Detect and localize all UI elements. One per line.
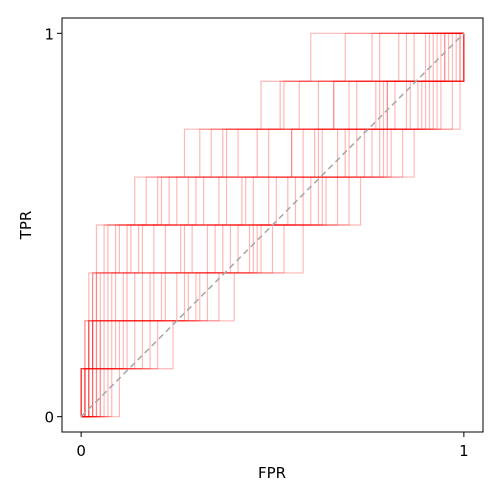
roc-curve-13 xyxy=(80,32,464,417)
x-tick-label-1: 1 xyxy=(459,442,469,460)
y-tick-label-0: 0 xyxy=(44,409,54,427)
roc-curve-12 xyxy=(81,32,464,418)
y-axis-label: TPR xyxy=(17,211,35,241)
roc-curve-1 xyxy=(80,32,464,417)
roc-curve-4 xyxy=(80,32,464,417)
roc-curve-3 xyxy=(81,32,464,418)
roc-curve-16 xyxy=(81,32,464,418)
roc-curve-25 xyxy=(81,33,465,418)
roc-curve-15 xyxy=(81,32,464,418)
roc-curve-9 xyxy=(80,32,464,417)
roc-curve-23 xyxy=(80,32,464,417)
roc-curve-6 xyxy=(81,32,464,418)
roc-curve-17 xyxy=(81,33,465,418)
x-axis-label: FPR xyxy=(258,464,286,482)
roc-curve-7 xyxy=(81,32,464,418)
x-tick-label-0: 0 xyxy=(76,442,86,460)
plot-frame xyxy=(61,17,484,433)
roc-curve-24 xyxy=(81,32,464,418)
roc-curve-19 xyxy=(81,32,464,418)
roc-curve-21 xyxy=(81,32,464,418)
roc-curve-2 xyxy=(81,32,464,418)
roc-curve-8 xyxy=(81,33,465,418)
roc-curve-0 xyxy=(81,32,464,418)
roc-curve-20 xyxy=(81,32,464,418)
roc-curve-18 xyxy=(80,32,464,417)
roc-curve-11 xyxy=(81,33,465,418)
y-tick-label-1: 1 xyxy=(44,25,54,43)
roc-curve-5 xyxy=(81,33,465,418)
chance-diagonal-line xyxy=(80,32,465,418)
roc-curve-14 xyxy=(81,33,465,418)
